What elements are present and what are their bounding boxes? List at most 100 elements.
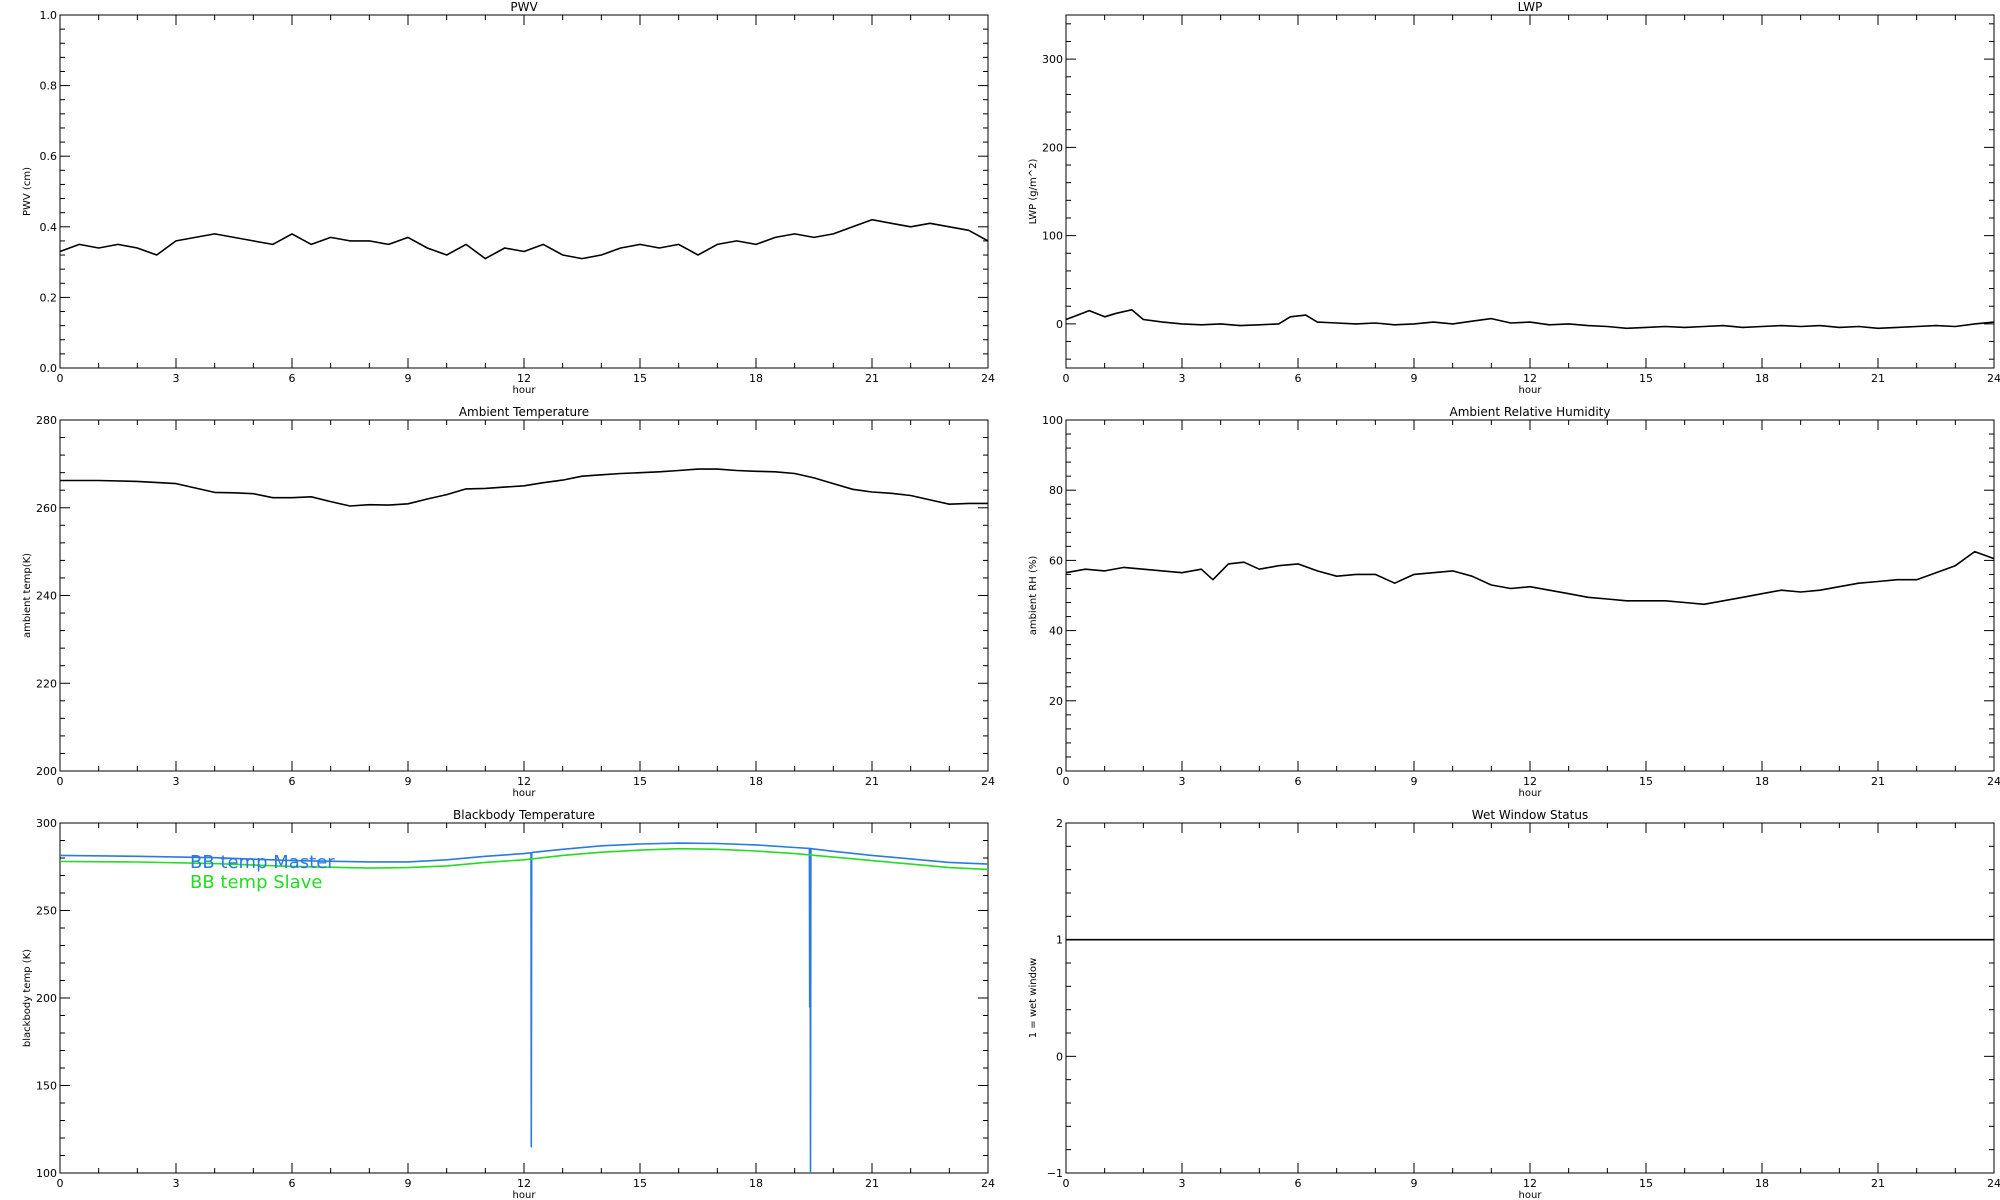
pwv-ylabel: PWV (cm) xyxy=(22,167,33,216)
bb-temp-xlabel: hour xyxy=(513,1190,537,1200)
pwv-ytick-label: 0.8 xyxy=(40,80,58,93)
ambient-rh-xtick-label: 3 xyxy=(1179,775,1186,788)
ambient-rh-ytick-label: 60 xyxy=(1049,554,1063,567)
ambient-temp-title: Ambient Temperature xyxy=(459,405,589,419)
wet-window-xtick-label: 18 xyxy=(1755,1177,1769,1190)
ambient-rh-xtick-label: 15 xyxy=(1639,775,1653,788)
ambient-rh-xtick-label: 6 xyxy=(1295,775,1302,788)
pwv-xtick-label: 15 xyxy=(633,372,647,385)
wet-window-plot-frame xyxy=(1065,822,1995,1174)
wet-window-title: Wet Window Status xyxy=(1472,808,1588,822)
ambient-temp-ytick-label: 280 xyxy=(36,414,57,427)
ambient-rh-panel: Ambient Relative Humidity 0 3 6 9 12 15 18 21 24 h… xyxy=(1028,405,2000,799)
pwv-ytick-label: 0.4 xyxy=(40,221,58,234)
wet-window-xtick-label: 21 xyxy=(1871,1177,1885,1190)
bb-temp-ytick-label: 250 xyxy=(36,905,57,918)
lwp-xtick-label: 24 xyxy=(1987,372,2000,385)
wet-window-xtick-label: 9 xyxy=(1411,1177,1418,1190)
pwv-xtick-label: 12 xyxy=(517,372,531,385)
lwp-ytick-label: 300 xyxy=(1042,53,1063,66)
legend-entry-bb-temp-slave: BB temp Slave xyxy=(190,872,322,893)
pwv-xtick-label: 6 xyxy=(289,372,296,385)
pwv-xtick-label: 18 xyxy=(749,372,763,385)
ambient-temp-plot-frame xyxy=(59,419,989,772)
bb-temp-xtick-label: 0 xyxy=(57,1177,64,1190)
pwv-ytick-label: 0.2 xyxy=(40,291,58,304)
ambient-temp-xtick-label: 9 xyxy=(405,775,412,788)
bb-temp-ytick-label: 150 xyxy=(36,1080,57,1093)
ambient-rh-plot-frame xyxy=(1065,419,1995,772)
ambient-rh-ylabel: ambient RH (%) xyxy=(1028,556,1039,636)
pwv-title: PWV xyxy=(510,0,538,14)
pwv-series-line xyxy=(59,218,989,260)
ambient-rh-series-line xyxy=(1065,550,1995,606)
wet-window-xtick-label: 12 xyxy=(1523,1177,1537,1190)
bb-temp-xtick-label: 21 xyxy=(865,1177,879,1190)
ambient-temp-xtick-label: 18 xyxy=(749,775,763,788)
ambient-rh-ytick-label: 20 xyxy=(1049,695,1063,708)
pwv-xtick-label: 9 xyxy=(405,372,412,385)
ambient-temp-ytick-label: 240 xyxy=(36,590,57,603)
lwp-plot-frame xyxy=(1065,14,1995,369)
lwp-xtick-label: 9 xyxy=(1411,372,1418,385)
bb-temp-ytick-label: 100 xyxy=(36,1167,57,1180)
ambient-temp-xlabel: hour xyxy=(513,788,537,799)
ambient-rh-ytick-label: 100 xyxy=(1042,414,1063,427)
ambient-temp-series-line xyxy=(60,468,988,507)
ambient-rh-xtick-label: 24 xyxy=(1987,775,2000,788)
bb-temp-xtick-label: 18 xyxy=(749,1177,763,1190)
bb-temp-xtick-label: 12 xyxy=(517,1177,531,1190)
lwp-xtick-label: 12 xyxy=(1523,372,1537,385)
lwp-xtick-label: 21 xyxy=(1871,372,1885,385)
ambient-temp-xtick-label: 15 xyxy=(633,775,647,788)
ambient-rh-xtick-label: 21 xyxy=(1871,775,1885,788)
ambient-temp-ytick-label: 220 xyxy=(36,677,57,690)
lwp-ytick-label: 200 xyxy=(1042,141,1063,154)
ambient-temp-xtick-label: 0 xyxy=(57,775,64,788)
ambient-rh-xtick-label: 18 xyxy=(1755,775,1769,788)
pwv-plot-frame xyxy=(59,14,989,369)
lwp-xtick-label: 0 xyxy=(1063,372,1070,385)
ambient-rh-xtick-label: 9 xyxy=(1411,775,1418,788)
ambient-temp-xtick-label: 21 xyxy=(865,775,879,788)
lwp-xtick-label: 15 xyxy=(1639,372,1653,385)
bb-temp-xtick-label: 24 xyxy=(981,1177,995,1190)
pwv-xtick-label: 24 xyxy=(981,372,995,385)
ambient-temp-xtick-label: 12 xyxy=(517,775,531,788)
wet-window-ytick-label: 2 xyxy=(1056,817,1063,830)
ambient-rh-xlabel: hour xyxy=(1519,788,1543,799)
ambient-rh-xtick-label: 0 xyxy=(1063,775,1070,788)
pwv-ytick-label: 1.0 xyxy=(40,9,58,22)
ambient-temp-xtick-label: 6 xyxy=(289,775,296,788)
wet-window-xtick-label: 0 xyxy=(1063,1177,1070,1190)
wet-window-ytick-label: 0 xyxy=(1056,1050,1063,1063)
ambient-rh-ytick-label: 80 xyxy=(1049,484,1063,497)
bb-temp-xtick-label: 9 xyxy=(405,1177,412,1190)
wet-window-ytick-label: 1 xyxy=(1056,934,1063,947)
lwp-ylabel: LWP (g/m^2) xyxy=(1028,159,1039,225)
wet-window-xtick-label: 24 xyxy=(1987,1177,2000,1190)
wet-window-ytick-label: −1 xyxy=(1047,1167,1063,1180)
bb-temp-series-line-bb-temp-slave xyxy=(59,847,989,871)
ambient-rh-title: Ambient Relative Humidity xyxy=(1450,405,1611,419)
wet-window-xtick-label: 15 xyxy=(1639,1177,1653,1190)
lwp-series-line xyxy=(1065,308,1995,330)
pwv-panel: PWV 0 3 6 9 12 15 18 21 24 hour 0.0 0.2 0.4 0.6 0.8 1.0 P… xyxy=(22,0,995,396)
lwp-xlabel: hour xyxy=(1519,385,1543,396)
lwp-panel: LWP 0 3 6 9 12 15 18 21 24 hour 0 100 200 300 LWP (g/m^… xyxy=(1028,0,2000,396)
ambient-temp-xtick-label: 3 xyxy=(173,775,180,788)
pwv-xtick-label: 3 xyxy=(173,372,180,385)
ambient-rh-xtick-label: 12 xyxy=(1523,775,1537,788)
ambient-rh-ytick-label: 40 xyxy=(1049,625,1063,638)
ambient-temp-ytick-label: 200 xyxy=(36,765,57,778)
ambient-rh-ytick-label: 0 xyxy=(1056,765,1063,778)
lwp-xtick-label: 6 xyxy=(1295,372,1302,385)
bb-temp-title: Blackbody Temperature xyxy=(453,808,595,822)
bb-temp-ytick-label: 200 xyxy=(36,992,57,1005)
lwp-ytick-label: 0 xyxy=(1056,318,1063,331)
pwv-ytick-label: 0.6 xyxy=(40,150,58,163)
bb-temp-xtick-label: 6 xyxy=(289,1177,296,1190)
pwv-ytick-label: 0.0 xyxy=(40,362,58,375)
